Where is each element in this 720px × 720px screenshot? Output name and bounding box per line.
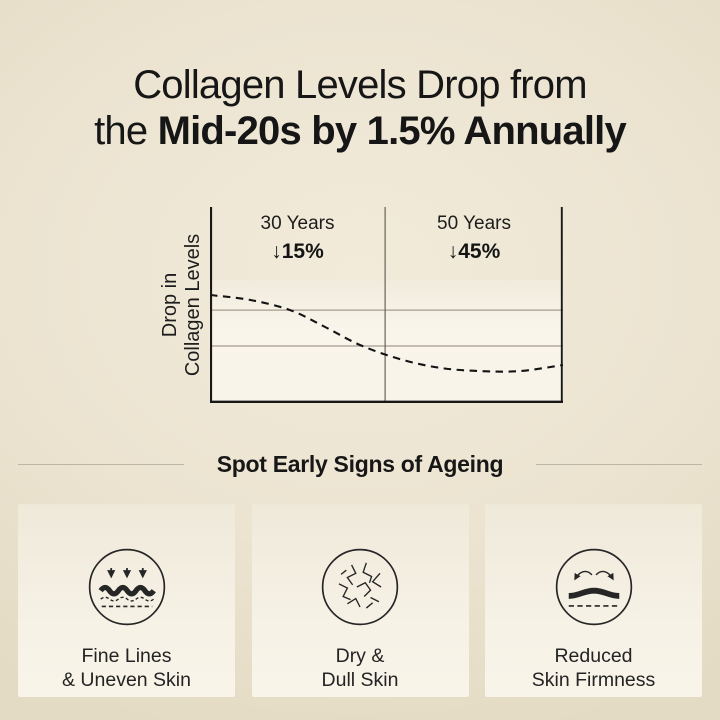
card-label-line-2: & Uneven Skin: [62, 669, 191, 691]
reduced-firmness-icon: [555, 548, 632, 626]
card-label: Reduced Skin Firmness: [532, 644, 656, 692]
collagen-decline-plot: [210, 207, 563, 403]
fine-lines-icon: [88, 548, 165, 626]
heading-rule-left: [18, 464, 184, 465]
title-line-2-bold: Mid-20s by 1.5% Annually: [157, 109, 627, 153]
gridlines: [210, 309, 563, 347]
card-dry-dull-skin: Dry & Dull Skin: [251, 504, 469, 697]
card-label-line-1: Fine Lines: [81, 645, 172, 667]
title-line-1: Collagen Levels Drop from: [133, 63, 587, 107]
card-reduced-firmness: Reduced Skin Firmness: [485, 504, 702, 697]
card-label-line-1: Reduced: [554, 645, 633, 667]
annotation-30-years: 30 Years ↓15%: [210, 212, 385, 265]
heading-rule-right: [536, 464, 702, 465]
annotation-drop-value: ↓45%: [447, 240, 501, 263]
title-line-2-regular: the: [94, 109, 158, 153]
annotation-age-label: 50 Years: [437, 213, 511, 234]
card-label: Fine Lines & Uneven Skin: [62, 644, 191, 692]
y-axis-label: Drop in Collagen Levels: [159, 207, 205, 403]
signs-of-ageing-cards: Fine Lines & Uneven Skin Dry & Dull Skin: [0, 504, 720, 697]
section-heading: Spot Early Signs of Ageing: [216, 451, 504, 477]
plot-area: 30 Years ↓15% 50 Years ↓45%: [210, 207, 563, 403]
annotation-drop-value: ↓15%: [271, 240, 324, 263]
card-label-line-1: Dry &: [335, 645, 385, 667]
y-axis-label-line-1: Drop in: [159, 272, 181, 338]
page-title: Collagen Levels Drop from the Mid-20s by…: [0, 62, 720, 154]
card-label: Dry & Dull Skin: [322, 644, 399, 692]
collagen-decline-curve: [210, 293, 563, 373]
annotation-age-label: 30 Years: [260, 213, 335, 234]
title-line-2: the Mid-20s by 1.5% Annually: [0, 108, 720, 154]
card-label-line-2: Skin Firmness: [531, 669, 656, 691]
dry-dull-skin-icon: [321, 548, 399, 626]
card-label-line-2: Dull Skin: [321, 669, 399, 691]
annotation-50-years: 50 Years ↓45%: [385, 212, 563, 265]
card-fine-lines: Fine Lines & Uneven Skin: [18, 504, 235, 697]
plot-band: [210, 279, 563, 403]
y-axis-label-line-2: Collagen Levels: [182, 233, 204, 377]
